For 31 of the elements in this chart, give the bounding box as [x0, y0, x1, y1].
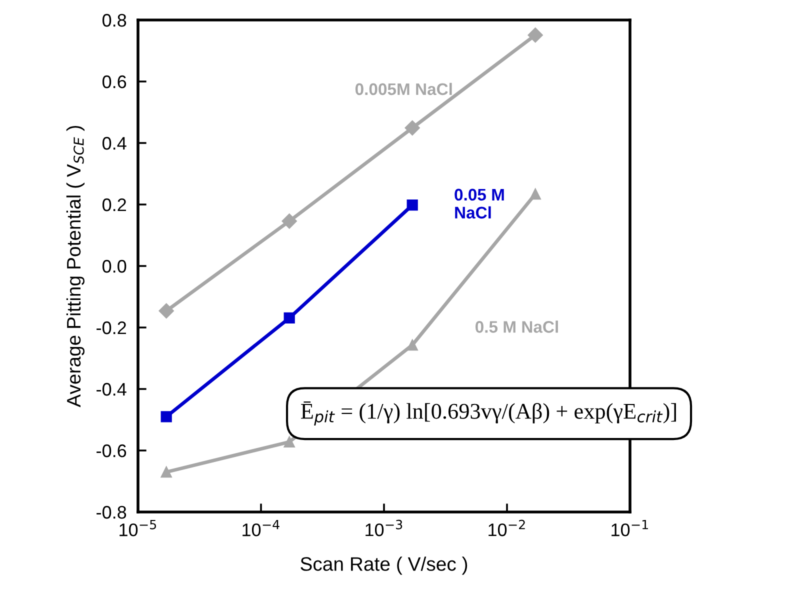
- y-tick-label: 0.6: [102, 75, 126, 88]
- point: [160, 466, 172, 478]
- x-tick-label: 10$^{−3}$: [366, 520, 402, 536]
- annotation: Ē$_{pit}$ = (1/γ) ln[0.693vγ/(Aβ) + exp(γE$_{crit}$)]: [301, 401, 676, 426]
- text: 0.05 M NaCl: [454, 188, 504, 219]
- y-tick-label: -0.8: [96, 506, 126, 519]
- x-tick-label: 10$^{−5}$: [120, 520, 156, 536]
- series-label: 0.005M NaCl: [355, 82, 452, 96]
- point: [284, 436, 295, 448]
- point: [282, 214, 297, 229]
- point: [528, 28, 543, 43]
- point: [160, 411, 172, 422]
- point: [158, 303, 174, 318]
- point: [530, 188, 541, 200]
- y-tick-label: -0.6: [96, 444, 126, 458]
- y-tick-label: -0.4: [96, 382, 126, 396]
- text: 0.5 M NaCl: [476, 320, 558, 333]
- y-tick-label: 0.4: [102, 136, 126, 150]
- x-tick-label: 10$^{−2}$: [488, 520, 525, 536]
- y-tick-label: 0.2: [102, 198, 126, 212]
- x-tick-label: 10$^{−4}$: [242, 520, 280, 536]
- y-axis-title: Average Pitting Potential ( V$_{SCE}$ ): [66, 126, 85, 408]
- y-tick-label: -0.2: [96, 321, 126, 334]
- point: [404, 120, 420, 136]
- point: [284, 312, 295, 324]
- point: [406, 200, 418, 211]
- point: [406, 339, 418, 351]
- x-tick-label: 10$^{−1}$: [612, 520, 648, 536]
- x-axis-title: Scan Rate ( V/sec ): [300, 556, 468, 575]
- y-tick-label: 0.0: [102, 260, 126, 273]
- y-tick-label: 0.8: [102, 14, 126, 27]
